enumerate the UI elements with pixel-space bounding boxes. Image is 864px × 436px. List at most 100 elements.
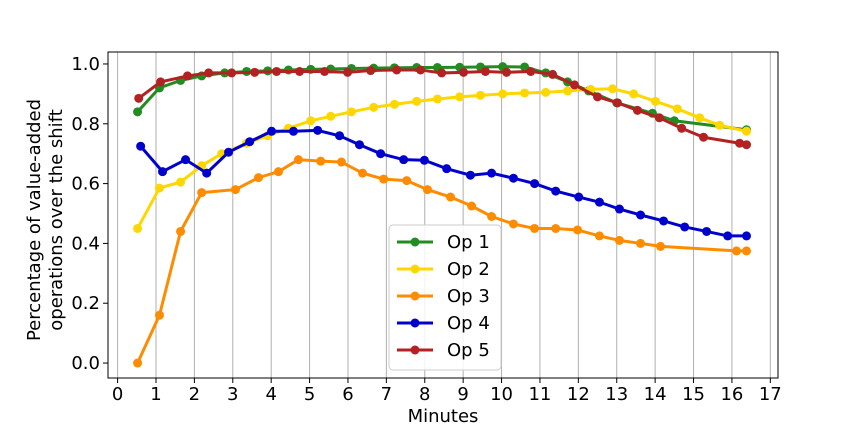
data-point (508, 219, 518, 229)
x-tick-label: 13 (605, 384, 628, 405)
data-point (272, 66, 282, 76)
y-axis-label: Percentage of value-added (24, 99, 45, 341)
data-point (154, 183, 164, 193)
data-point (526, 66, 536, 76)
data-point (742, 140, 752, 150)
data-point (699, 132, 709, 142)
data-point (389, 99, 399, 109)
x-tick-label: 8 (419, 384, 430, 405)
legend-marker (410, 237, 420, 247)
data-point (594, 197, 604, 207)
data-point (735, 138, 745, 148)
data-point (254, 173, 264, 183)
legend-box (388, 224, 502, 371)
legend-label: Op 5 (447, 340, 490, 361)
data-point (659, 216, 669, 226)
data-point (520, 88, 530, 98)
data-point (399, 155, 409, 165)
data-point (182, 71, 192, 81)
data-point (656, 241, 666, 251)
data-point (594, 231, 604, 241)
data-point (455, 92, 465, 102)
data-point (343, 67, 353, 77)
data-point (133, 107, 143, 117)
x-tick-label: 6 (342, 384, 353, 405)
plot-frame (107, 51, 779, 379)
data-point (742, 126, 752, 136)
y-tick-label: 1.0 (71, 54, 100, 75)
y-tick-label: 0.6 (71, 174, 100, 195)
data-point (498, 89, 508, 99)
data-point (369, 102, 379, 112)
data-point (412, 96, 422, 106)
data-point (158, 167, 168, 177)
data-point (335, 131, 345, 141)
data-point (548, 69, 558, 79)
data-point (288, 126, 298, 136)
x-tick-label: 14 (644, 384, 667, 405)
data-point (680, 222, 690, 232)
x-tick-label: 7 (381, 384, 392, 405)
data-point (181, 155, 191, 165)
data-point (530, 179, 540, 189)
data-point (614, 204, 624, 214)
data-point (133, 223, 143, 233)
y-axis-label: operations over the shift (46, 109, 67, 331)
data-point (250, 67, 260, 77)
x-tick-label: 10 (490, 384, 513, 405)
data-point (459, 67, 469, 77)
series-line (137, 68, 747, 147)
data-point (563, 86, 573, 96)
data-point (487, 168, 497, 178)
data-point (176, 177, 186, 187)
x-tick-label: 1 (150, 384, 161, 405)
x-tick-label: 9 (457, 384, 468, 405)
x-tick-label: 16 (720, 384, 743, 405)
data-point (480, 66, 490, 76)
y-tick-label: 0.2 (71, 293, 100, 314)
data-point (437, 68, 447, 78)
data-point (154, 310, 164, 320)
data-point (551, 223, 561, 233)
data-point (293, 155, 303, 165)
legend-label: Op 2 (447, 259, 490, 280)
x-axis-label: Minutes (408, 406, 479, 427)
x-tick-label: 5 (304, 384, 315, 405)
data-point (715, 120, 725, 130)
data-point (467, 201, 477, 211)
data-point (445, 192, 455, 202)
data-point (632, 105, 642, 115)
data-point (502, 67, 512, 77)
data-point (245, 137, 255, 147)
x-tick-label: 2 (189, 384, 200, 405)
data-point (136, 141, 146, 151)
legend-label: Op 1 (447, 232, 490, 253)
legend-marker (410, 345, 420, 355)
data-point (723, 231, 733, 241)
data-point (156, 77, 166, 87)
data-point (695, 113, 705, 123)
data-point (316, 156, 326, 166)
data-point (636, 210, 646, 220)
y-tick-label: 0.4 (71, 233, 100, 254)
data-point (574, 192, 584, 202)
data-point (176, 226, 186, 236)
data-point (702, 226, 712, 236)
x-tick-label: 4 (265, 384, 276, 405)
data-point (336, 157, 346, 167)
legend-label: Op 3 (447, 286, 490, 307)
x-tick-label: 12 (567, 384, 590, 405)
data-point (651, 96, 661, 106)
data-point (422, 185, 432, 195)
data-point (376, 149, 386, 159)
legend-marker (410, 291, 420, 301)
y-tick-label: 0.8 (71, 114, 100, 135)
data-point (354, 140, 364, 150)
data-point (273, 167, 283, 177)
data-point (732, 246, 742, 256)
x-tick-label: 3 (227, 384, 238, 405)
data-point (326, 111, 336, 121)
data-point (204, 68, 214, 78)
data-point (346, 107, 356, 117)
